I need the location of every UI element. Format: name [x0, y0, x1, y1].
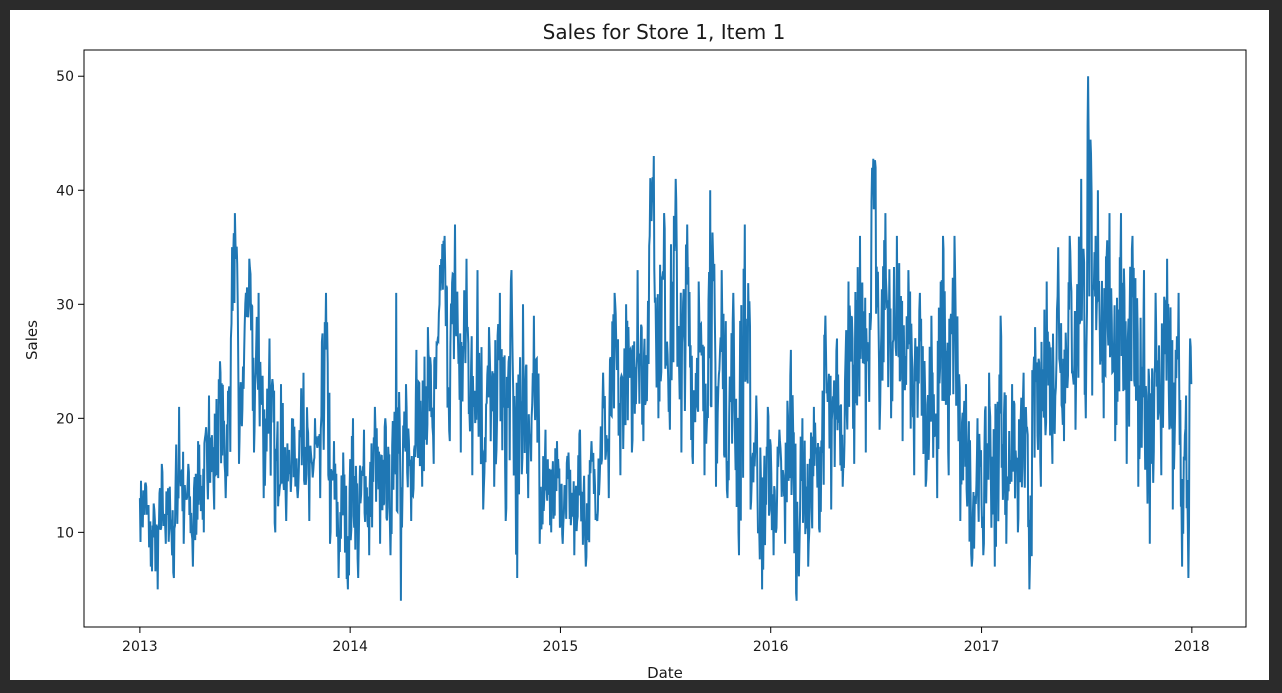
y-tick-label: 40	[56, 183, 74, 199]
y-tick-label: 50	[56, 69, 74, 85]
chart-figure: Sales for Store 1, Item 1 Sales Date 201…	[10, 10, 1269, 680]
y-tick-label: 20	[56, 411, 74, 427]
x-tick-label: 2015	[543, 639, 579, 655]
bottom-band	[0, 680, 1282, 693]
x-tick-label: 2018	[1174, 639, 1210, 655]
x-tick-label: 2016	[753, 639, 789, 655]
y-tick-layer: 10 20 30 40 50	[56, 69, 84, 541]
x-tick-label: 2017	[964, 639, 1000, 655]
x-tick-label: 2013	[122, 639, 158, 655]
y-tick-label: 10	[56, 525, 74, 541]
chart-title: Sales for Store 1, Item 1	[543, 20, 786, 44]
x-tick-label: 2014	[332, 639, 368, 655]
plot-frame	[83, 49, 1247, 628]
x-axis-label: Date	[647, 664, 683, 680]
series-line	[138, 76, 1193, 601]
y-axis-label: Sales	[23, 320, 41, 360]
y-tick-label: 30	[56, 297, 74, 313]
chart-svg: Sales for Store 1, Item 1 Sales Date 201…	[23, 20, 1247, 680]
x-tick-layer: 2013 2014 2015 2016 2017 2018	[122, 627, 1210, 655]
series-layer	[138, 76, 1193, 601]
